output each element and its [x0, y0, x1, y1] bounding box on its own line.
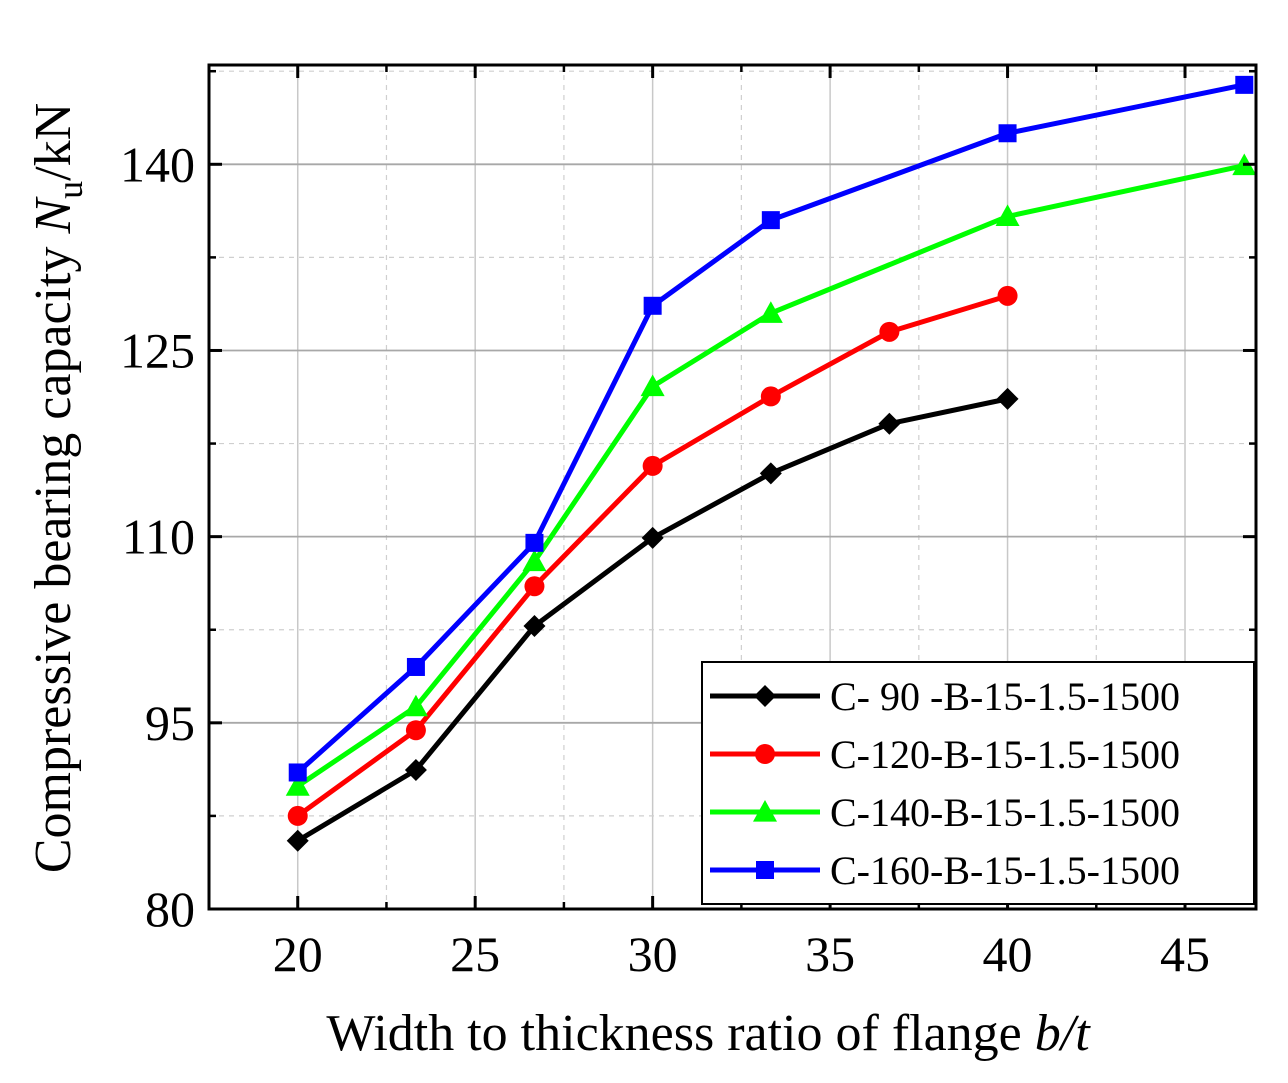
- data-point: [998, 124, 1017, 143]
- y-axis-title-subscript: u: [50, 181, 90, 199]
- data-point: [288, 763, 307, 782]
- data-point: [643, 296, 662, 315]
- data-point: [758, 301, 783, 323]
- plot-frame: [207, 63, 1258, 911]
- data-point: [285, 774, 310, 796]
- data-point: [879, 321, 900, 342]
- legend-label: C-140-B-15-1.5-1500: [830, 790, 1180, 835]
- data-point: [406, 657, 425, 676]
- legend-swatch-marker: [755, 744, 775, 764]
- x-tick-label: 45: [1160, 926, 1210, 982]
- series-layer: [285, 75, 1257, 852]
- x-axis-title: Width to thickness ratio of flange b/t: [326, 1005, 1091, 1062]
- data-point: [761, 211, 780, 230]
- data-point: [995, 204, 1020, 227]
- series-2: [287, 285, 1018, 826]
- y-axis-title-unit: /kN: [25, 103, 82, 181]
- legend-item: C-160-B-15-1.5-1500: [710, 848, 1180, 893]
- legend-box: [701, 661, 1255, 905]
- x-tick-label: 25: [450, 926, 500, 982]
- data-point: [760, 386, 781, 407]
- legend-swatch-marker: [756, 861, 774, 879]
- y-tick-label: 140: [120, 136, 195, 192]
- x-tick-label: 35: [805, 926, 855, 982]
- legend-item: C- 90 -B-15-1.5-1500: [710, 674, 1180, 719]
- data-point: [640, 374, 665, 397]
- y-axis-title-variable: N: [25, 196, 82, 235]
- data-point: [641, 526, 664, 549]
- data-point: [524, 576, 545, 597]
- data-point: [525, 533, 544, 552]
- ticks: 20 25 30 35 40 45 80 95 110 125 140: [120, 65, 1256, 982]
- data-point: [759, 462, 782, 485]
- data-point: [996, 387, 1019, 410]
- x-tick-label: 40: [983, 926, 1033, 982]
- data-point: [878, 412, 901, 435]
- legend-label: C-120-B-15-1.5-1500: [830, 732, 1180, 777]
- y-tick-label: 95: [145, 695, 195, 751]
- data-point: [287, 805, 308, 826]
- legend-label: C-160-B-15-1.5-1500: [830, 848, 1180, 893]
- series-4: [288, 75, 1254, 782]
- y-axis-title-main: Compressive bearing capacity: [25, 234, 82, 874]
- data-point: [1235, 75, 1254, 94]
- data-point: [522, 549, 547, 572]
- y-tick-label: 125: [120, 322, 195, 378]
- y-tick-label: 80: [145, 881, 195, 937]
- legend-swatch-marker: [753, 800, 777, 822]
- x-tick-label: 30: [628, 926, 678, 982]
- x-axis-title-variable: b/t: [1035, 1005, 1091, 1062]
- data-point: [403, 694, 428, 717]
- y-axis-title: Compressive bearing capacity Nu/kN: [25, 103, 90, 873]
- data-point: [286, 829, 309, 852]
- legend-label: C- 90 -B-15-1.5-1500: [830, 674, 1180, 719]
- data-point: [405, 720, 426, 741]
- legend: C- 90 -B-15-1.5-1500 C-120-B-15-1.5-1500 C…: [701, 661, 1255, 905]
- x-tick-label: 20: [273, 926, 323, 982]
- y-tick-label: 110: [122, 509, 195, 565]
- legend-item: C-120-B-15-1.5-1500: [710, 732, 1180, 777]
- data-point: [404, 758, 427, 781]
- data-point: [642, 455, 663, 476]
- series-1: [286, 387, 1019, 852]
- data-point: [523, 615, 546, 638]
- x-axis-title-main: Width to thickness ratio of flange: [326, 1005, 1034, 1062]
- legend-item: C-140-B-15-1.5-1500: [710, 790, 1180, 835]
- legend-swatch-marker: [754, 685, 776, 707]
- data-point: [997, 285, 1018, 306]
